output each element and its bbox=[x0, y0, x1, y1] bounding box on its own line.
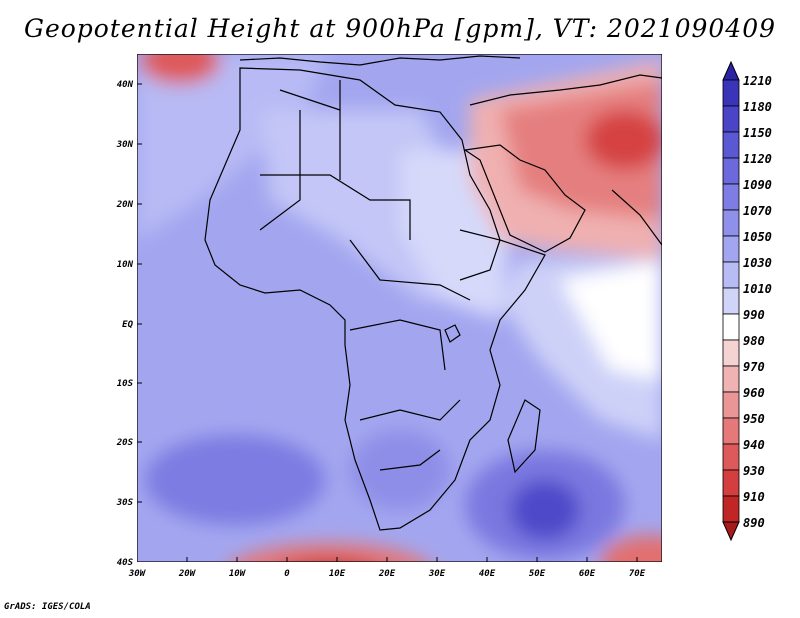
colorbar-label: 930 bbox=[743, 464, 765, 478]
colorbar-label: 980 bbox=[743, 334, 765, 348]
lon-label: 10E bbox=[329, 569, 346, 579]
colorbar-swatch bbox=[722, 79, 740, 107]
southern-africa-cell bbox=[350, 430, 450, 510]
lat-label: 20S bbox=[116, 438, 134, 448]
coastlines bbox=[204, 55, 662, 531]
colorbar-swatch bbox=[722, 235, 740, 263]
lat-label: 40S bbox=[117, 558, 134, 568]
map-title: Geopotential Height at 900hPa [gpm], VT:… bbox=[23, 14, 777, 43]
ethiopia-border bbox=[459, 229, 501, 281]
lon-label: 20E bbox=[378, 569, 396, 579]
central-border bbox=[349, 239, 471, 301]
colorbar-swatch bbox=[722, 495, 740, 523]
colorbar-swatch bbox=[722, 365, 740, 393]
colorbar-label: 890 bbox=[743, 516, 765, 530]
arabian-peninsula-coastline bbox=[463, 144, 586, 253]
lat-label: 30S bbox=[116, 498, 134, 508]
colorbar-label: 990 bbox=[743, 308, 765, 322]
latitude-labels: 40N 30N 20N 10N EQ 10S 20S 30S 40S bbox=[116, 80, 134, 568]
lat-label: 20N bbox=[116, 200, 134, 210]
colorbar-swatch bbox=[722, 261, 740, 289]
colorbar-swatch bbox=[722, 469, 740, 497]
congo-border bbox=[349, 319, 446, 371]
colorbar-swatch bbox=[722, 183, 740, 211]
northwest-low-cell bbox=[140, 54, 220, 84]
colorbar-label: 1030 bbox=[743, 256, 772, 270]
lake-victoria bbox=[444, 324, 461, 343]
colorbar-swatch bbox=[722, 157, 740, 185]
india-coastline bbox=[611, 189, 662, 246]
arabian-sea-white-area bbox=[560, 260, 662, 380]
lon-label: 40E bbox=[479, 569, 496, 579]
colorbar-label: 910 bbox=[743, 490, 765, 504]
colorbar-swatch bbox=[722, 417, 740, 445]
colorbar-label: 1180 bbox=[743, 100, 772, 114]
south-africa-border bbox=[379, 449, 441, 471]
geopotential-field bbox=[137, 54, 662, 562]
colorbar-swatch bbox=[722, 339, 740, 367]
southwest-high-cell bbox=[145, 435, 325, 525]
colorbar-swatch bbox=[722, 105, 740, 133]
southeast-high-inner bbox=[510, 480, 580, 540]
colorbar-swatch bbox=[722, 443, 740, 471]
lat-label: EQ bbox=[122, 320, 133, 330]
footer-credit: GrADS: IGES/COLA bbox=[4, 602, 91, 612]
colorbar-label: 960 bbox=[743, 386, 765, 400]
southern-border bbox=[359, 399, 461, 421]
africa-coastline bbox=[204, 67, 546, 531]
northwest-lighter-area bbox=[137, 54, 330, 240]
colorbar-swatch bbox=[722, 313, 740, 341]
colorbar-swatch bbox=[722, 391, 740, 419]
southern-indian-low-cell bbox=[600, 535, 662, 562]
axis-ticks bbox=[137, 83, 638, 562]
iran-heat-low-center bbox=[585, 110, 662, 170]
mali-border bbox=[259, 110, 301, 231]
algeria-border bbox=[279, 89, 341, 111]
colorbar-bottom-arrow bbox=[722, 521, 740, 542]
lat-label: 10S bbox=[117, 379, 134, 389]
colorbar: 1210 1180 1150 1120 1090 1070 1050 1030 1010 990 9… bbox=[722, 60, 772, 542]
south-atlantic-low-core bbox=[303, 560, 357, 562]
south-atlantic-low-cell bbox=[234, 543, 426, 562]
sahel-border bbox=[260, 174, 411, 240]
colorbar-swatch bbox=[722, 209, 740, 237]
colorbar-top-arrow bbox=[722, 60, 740, 81]
lon-label: 10W bbox=[229, 569, 247, 579]
colorbar-label: 1010 bbox=[743, 282, 772, 296]
lat-label: 30N bbox=[116, 140, 134, 150]
lon-label: 20W bbox=[178, 569, 197, 579]
middle-east-coastline bbox=[469, 74, 662, 106]
colorbar-label: 940 bbox=[743, 438, 765, 452]
lon-label: 30E bbox=[428, 569, 446, 579]
europe-coastline bbox=[239, 55, 521, 66]
colorbar-label: 970 bbox=[743, 360, 765, 374]
colorbar-label: 950 bbox=[743, 412, 765, 426]
colorbar-label: 1050 bbox=[743, 230, 772, 244]
lon-label: 60E bbox=[579, 569, 596, 579]
colorbar-label: 1090 bbox=[743, 178, 772, 192]
lat-label: 40N bbox=[117, 80, 134, 90]
lon-label: 0 bbox=[284, 569, 290, 579]
lat-label: 10N bbox=[117, 260, 134, 270]
lon-label: 50E bbox=[529, 569, 546, 579]
colorbar-swatch bbox=[722, 131, 740, 159]
colorbar-label: 1070 bbox=[743, 204, 772, 218]
colorbar-label: 1210 bbox=[743, 74, 772, 88]
colorbar-label: 1150 bbox=[743, 126, 772, 140]
lon-label: 30W bbox=[128, 569, 147, 579]
madagascar-coastline bbox=[507, 399, 541, 474]
lon-label: 70E bbox=[629, 569, 646, 579]
colorbar-swatch bbox=[722, 287, 740, 315]
longitude-labels: 30W 20W 10W 0 10E 20E 30E 40E 50E 60E 70… bbox=[128, 569, 646, 579]
colorbar-label: 1120 bbox=[743, 152, 772, 166]
